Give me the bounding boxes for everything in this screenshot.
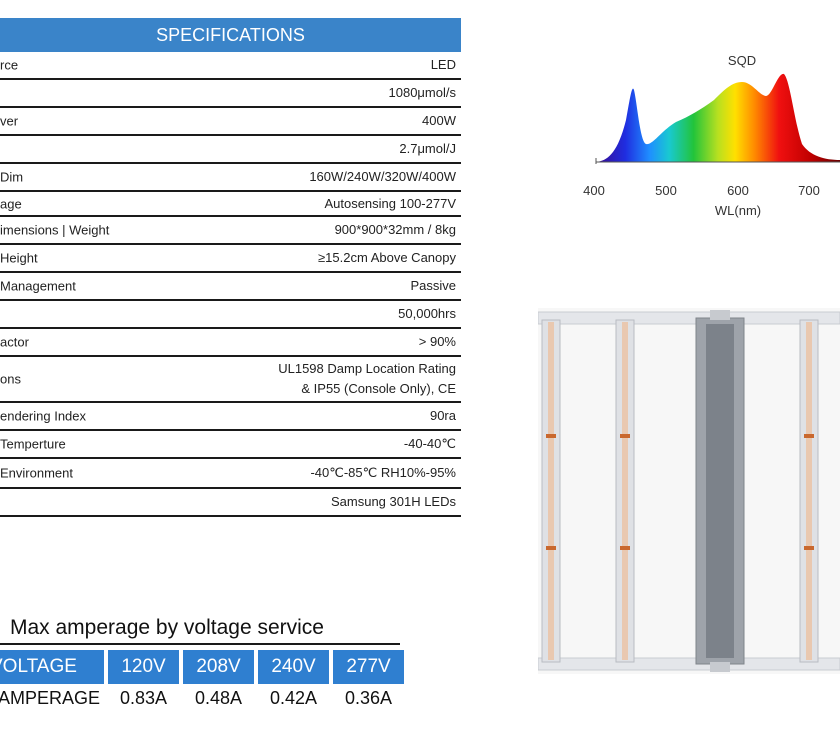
top-rail (538, 311, 840, 325)
spec-row: Dim 160W/240W/320W/400W (0, 164, 461, 192)
spec-label: rce (0, 57, 19, 73)
spec-value: -40-40℃ (403, 436, 456, 451)
voltage-header-cell: VOLTAGE (0, 650, 104, 684)
voltage-cell: 277V (333, 650, 404, 684)
amperage-value: 0.83A (119, 687, 168, 708)
spec-row: endering Index 90ra (0, 403, 461, 431)
spectrum-tick-label: 600 (727, 183, 749, 198)
amperage-cell: 0.48A (183, 686, 254, 710)
voltage-cell: 208V (183, 650, 254, 684)
spec-value: Samsung 301H LEDs (330, 494, 456, 509)
spec-label: Dim (0, 169, 24, 185)
spec-row: 1080μmol/s (0, 80, 461, 108)
spec-row: ver 400W (0, 108, 461, 136)
spec-row: Environment -40℃-85℃ RH10%-95% (0, 459, 461, 489)
spec-value: Autosensing 100-277V (324, 195, 456, 211)
spectrum-tick-label: 700 (798, 183, 820, 198)
spec-label: age (0, 196, 22, 211)
spec-label: endering Index (0, 408, 87, 424)
amperage-value: 0.36A (344, 687, 393, 708)
spectrum-chart: SQD 400 500 600 700 WL(nm) (583, 53, 840, 218)
spec-row: imensions | Weight 900*900*32mm / 8kg (0, 217, 461, 245)
voltage-label: VOLTAGE (0, 656, 77, 677)
amperage-cell: 0.36A (333, 686, 404, 710)
spectrum-curve (596, 73, 840, 162)
spectrum-axis-label: WL(nm) (715, 203, 761, 218)
spec-row: 2.7μmol/J (0, 136, 461, 164)
amperage-value: 0.42A (269, 687, 318, 708)
amperage-cell: 0.83A (108, 686, 179, 710)
amperage-divider (0, 643, 400, 645)
amperage-header-cell: AMPERAGE (0, 686, 104, 710)
spec-value: 90ra (429, 408, 456, 423)
amperage-cell: 0.42A (258, 686, 329, 710)
spec-rows: rce LED 1080μmol/s ver 400W 2.7μmol/J Dim 160W/… (0, 52, 461, 517)
spec-label: imensions | Weight (0, 222, 110, 238)
light-bar (541, 319, 561, 663)
spec-row: Samsung 301H LEDs (0, 489, 461, 517)
spec-row: rce LED (0, 52, 461, 80)
voltage-cell: 120V (108, 650, 179, 684)
spec-value: 50,000hrs (398, 306, 456, 321)
spec-value: > 90% (418, 334, 456, 349)
spec-label: Environment (0, 465, 73, 481)
spec-row: age Autosensing 100-277V (0, 192, 461, 217)
spec-row: Management Passive (0, 273, 461, 301)
spec-row: actor > 90% (0, 329, 461, 357)
spec-label: ver (0, 113, 19, 129)
spec-value: 1080μmol/s (388, 85, 456, 100)
voltage-value: 240V (271, 656, 316, 677)
spec-value: Passive (410, 278, 456, 293)
spec-value: UL1598 Damp Location Rating & IP55 (Conso… (278, 359, 456, 399)
spectrum-title: SQD (728, 53, 756, 68)
voltage-value: 208V (196, 656, 241, 677)
spec-row: ons UL1598 Damp Location Rating & IP55 (Co… (0, 357, 461, 403)
light-bar (615, 319, 635, 663)
amperage-title: Max amperage by voltage service (10, 616, 324, 639)
spec-row: 50,000hrs (0, 301, 461, 329)
voltage-value: 277V (346, 656, 391, 677)
driver-housing (695, 310, 745, 672)
spec-value-line: & IP55 (Console Only), CE (301, 381, 456, 396)
spec-row: Temperture -40-40℃ (0, 431, 461, 459)
spec-label: Temperture (0, 436, 66, 452)
spec-value: 400W (422, 113, 456, 128)
spec-value: 2.7μmol/J (399, 141, 456, 156)
spec-value-line: UL1598 Damp Location Rating (278, 361, 456, 376)
light-bar (799, 319, 819, 663)
spec-value: 160W/240W/320W/400W (309, 169, 456, 184)
light-fixture-image (538, 308, 840, 674)
spec-value: LED (430, 57, 456, 72)
spec-label: Management (0, 278, 76, 294)
spec-value: ≥15.2cm Above Canopy (318, 250, 456, 265)
specifications-header: SPECIFICATIONS (0, 18, 461, 52)
spec-label: actor (0, 334, 29, 350)
spec-label: Height (0, 250, 38, 266)
specifications-table: SPECIFICATIONS rce LED 1080μmol/s ver 400W 2.… (0, 18, 461, 517)
spectrum-tick-label: 500 (655, 183, 677, 198)
spectrum-tick-label: 400 (583, 183, 605, 198)
voltage-value: 120V (121, 656, 166, 677)
bottom-rail (538, 657, 840, 671)
voltage-cell: 240V (258, 650, 329, 684)
amperage-label: AMPERAGE (0, 687, 101, 708)
amperage-value: 0.48A (194, 687, 243, 708)
spec-value: -40℃-85℃ RH10%-95% (310, 465, 456, 480)
spec-row: Height ≥15.2cm Above Canopy (0, 245, 461, 273)
specifications-title: SPECIFICATIONS (156, 24, 305, 45)
spec-value: 900*900*32mm / 8kg (334, 222, 456, 237)
spec-label: ons (0, 371, 21, 387)
